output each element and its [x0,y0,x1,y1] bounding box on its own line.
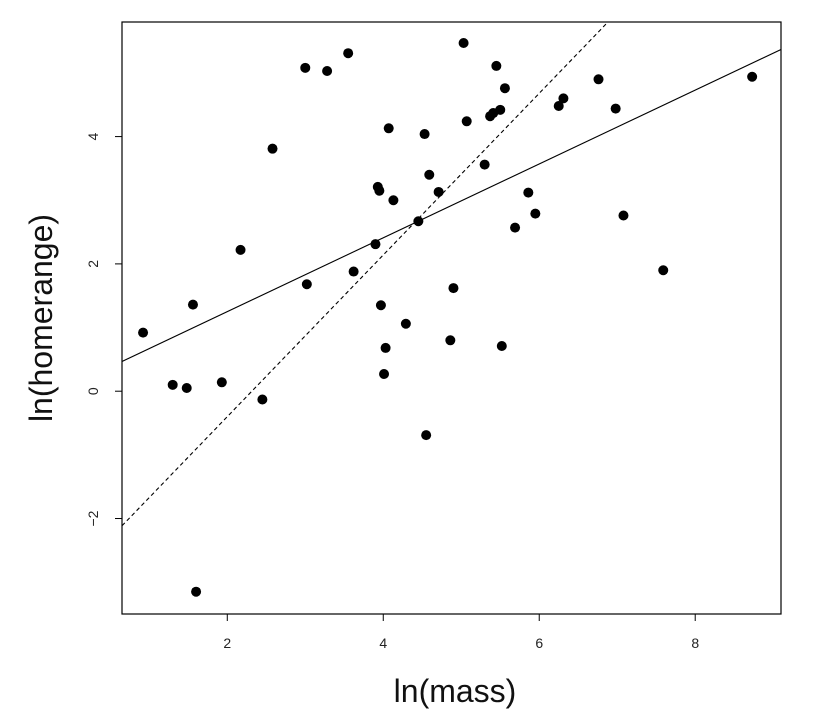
y-axis: −2 0 2 4 [85,132,122,527]
y-axis-title: ln(homerange) [23,214,59,422]
data-point [235,244,246,255]
data-point [379,369,390,380]
data-point [448,283,459,294]
data-point [421,430,432,441]
data-point [167,379,178,390]
data-point [610,103,621,114]
data-point [138,327,149,338]
data-point [658,265,669,276]
data-point [388,195,399,206]
x-axis-title: ln(mass) [394,673,517,709]
data-point [301,279,312,290]
data-point [187,299,198,310]
data-point [523,187,534,198]
data-point [413,216,424,227]
data-point [479,159,490,170]
data-point [495,104,506,115]
data-point [257,394,268,405]
data-point [370,239,381,250]
x-tick-label: 2 [223,635,231,651]
data-point [461,116,472,127]
data-point [419,129,430,140]
data-points [138,38,758,597]
data-point [181,383,192,394]
y-tick-label: 0 [85,387,101,395]
y-tick-label: 4 [85,132,101,140]
plot-frame [121,21,782,615]
data-point [510,222,521,233]
x-tick-label: 8 [691,635,699,651]
x-axis: 2 4 6 8 [223,614,699,651]
x-tick-label: 4 [379,635,387,651]
data-point [343,48,354,59]
data-point [375,300,386,311]
data-point [191,586,202,597]
data-point [424,169,435,180]
fit-lines [122,22,781,527]
data-point [322,66,333,77]
data-point [499,83,510,94]
data-point [383,123,394,134]
regression-line-dashed [122,22,609,527]
data-point [433,186,444,197]
data-point [618,210,629,221]
data-point [530,208,541,219]
data-point [380,342,391,353]
data-point [300,62,311,73]
data-point [348,266,359,277]
data-point [458,38,469,49]
data-point [216,377,227,388]
data-point [496,341,507,352]
data-point [374,185,385,196]
data-point [400,318,411,329]
y-tick-label: −2 [85,510,101,526]
data-point [491,60,502,71]
x-tick-label: 6 [535,635,543,651]
data-point [747,71,758,82]
data-point [267,143,278,154]
data-point [593,74,604,85]
y-tick-label: 2 [85,260,101,268]
data-point [553,101,564,112]
regression-line-solid [122,49,781,362]
data-point [445,335,456,346]
data-point [558,93,569,104]
